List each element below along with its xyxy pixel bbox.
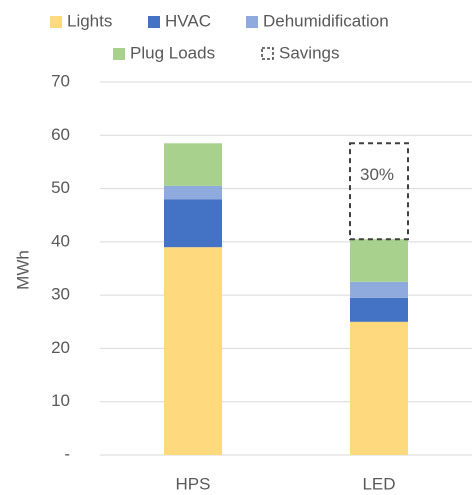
y-tick-label: 50 <box>51 178 70 197</box>
y-axis-label: MWh <box>13 250 32 290</box>
legend-label: Lights <box>67 11 112 30</box>
legend-label: Plug Loads <box>130 43 215 62</box>
y-tick-label: 30 <box>51 285 70 304</box>
y-tick-label: - <box>64 444 70 463</box>
bar-segment <box>350 239 408 282</box>
bar-segment <box>350 281 408 298</box>
bar-segment <box>350 297 408 322</box>
legend-marker <box>50 16 62 28</box>
annotation: 30% <box>360 165 394 184</box>
bar-segment <box>350 321 408 455</box>
y-tick-label: 20 <box>51 338 70 357</box>
bar-segment <box>164 199 222 248</box>
y-tick-label: 10 <box>51 391 70 410</box>
savings-box <box>349 142 409 241</box>
bar-segment <box>164 185 222 200</box>
y-tick-label: 60 <box>51 125 70 144</box>
legend-marker <box>113 48 125 60</box>
legend-marker <box>246 16 258 28</box>
legend-marker <box>148 16 160 28</box>
bar-segment <box>164 247 222 455</box>
bar-segment <box>164 143 222 186</box>
x-tick-label: HPS <box>176 474 211 493</box>
legend-label: Savings <box>279 43 339 62</box>
legend-marker <box>261 47 274 60</box>
y-tick-label: 40 <box>51 231 70 250</box>
legend-label: HVAC <box>165 11 211 30</box>
y-tick-label: 70 <box>51 71 70 90</box>
legend-label: Dehumidification <box>263 11 389 30</box>
x-tick-label: LED <box>362 474 395 493</box>
